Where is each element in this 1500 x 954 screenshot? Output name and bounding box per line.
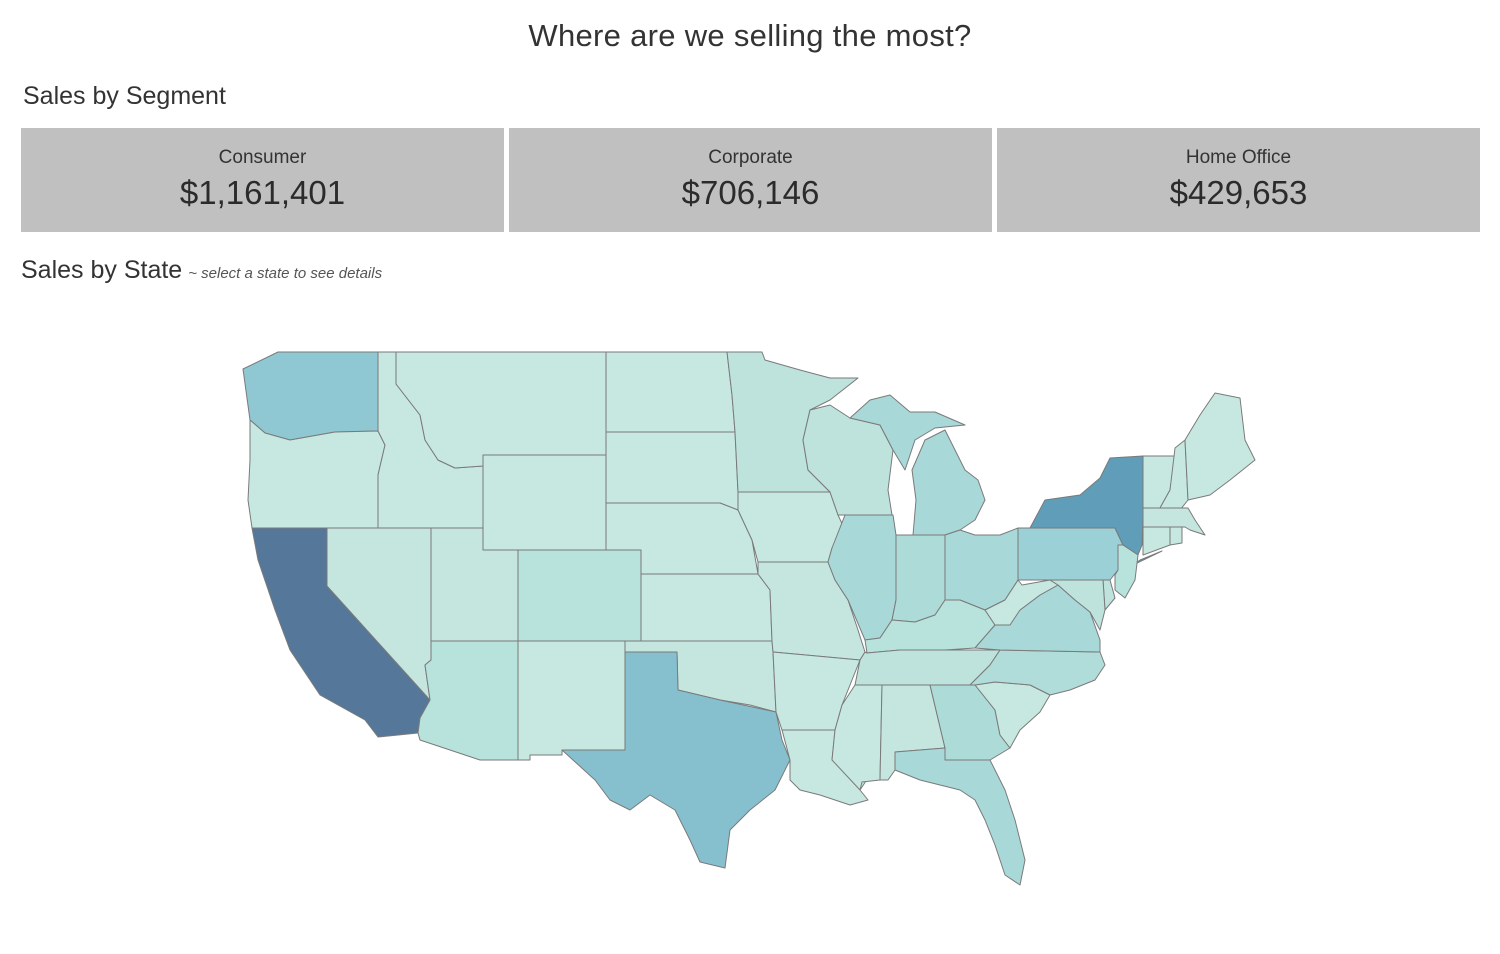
us-state-map[interactable]: WashingtonOregonCaliforniaIdahoNevadaMon… (0, 330, 1500, 930)
state-north-dakota[interactable]: North Dakota (605, 351, 736, 433)
state-colorado[interactable]: Colorado (517, 549, 642, 642)
sales-by-segment-title: Sales by Segment (23, 82, 226, 110)
choropleth-svg: WashingtonOregonCaliforniaIdahoNevadaMon… (242, 351, 1256, 886)
sales-by-state-header: Sales by State ~ select a state to see de… (21, 256, 382, 285)
state-arizona[interactable]: Arizona (417, 640, 519, 761)
state-north-carolina[interactable]: North Carolina (969, 649, 1106, 696)
kpi-value: $429,653 (1169, 174, 1308, 211)
state-pennsylvania[interactable]: Pennsylvania (1017, 527, 1124, 581)
kpi-tile-corporate[interactable]: Corporate $706,146 (509, 128, 992, 232)
state-new-jersey[interactable]: New Jersey (1114, 544, 1139, 599)
state-indiana[interactable]: Indiana (891, 534, 946, 623)
state-maine[interactable]: Maine (1184, 392, 1256, 501)
state-washington[interactable]: Washington (242, 351, 379, 441)
state-new-mexico[interactable]: New Mexico (517, 640, 626, 761)
sales-by-state-title: Sales by State (21, 256, 183, 284)
segment-kpi-row: Consumer $1,161,401 Corporate $706,146 H… (21, 128, 1480, 232)
map-hint-subtitle: ~ select a state to see details (188, 265, 383, 282)
kpi-label: Corporate (708, 147, 793, 168)
state-wisconsin[interactable]: Wisconsin (802, 404, 894, 516)
kpi-tile-consumer[interactable]: Consumer $1,161,401 (21, 128, 504, 232)
kpi-tile-home-office[interactable]: Home Office $429,653 (997, 128, 1480, 232)
state-connecticut[interactable]: Connecticut (1142, 526, 1171, 556)
state-kansas[interactable]: Kansas (640, 573, 773, 642)
state-texas[interactable]: Texas (561, 651, 791, 869)
state-south-dakota[interactable]: South Dakota (605, 431, 739, 511)
dashboard-title: Where are we selling the most? (528, 18, 972, 53)
state-wyoming[interactable]: Wyoming (482, 454, 607, 551)
kpi-label: Home Office (1185, 147, 1292, 168)
kpi-label: Consumer (218, 147, 307, 168)
state-oregon[interactable]: Oregon (247, 419, 386, 529)
kpi-value: $706,146 (681, 174, 820, 211)
state-rhode-island[interactable]: Rhode Island (1169, 526, 1183, 546)
state-maryland[interactable]: Maryland (1049, 579, 1106, 631)
state-florida[interactable]: Florida (894, 747, 1026, 886)
kpi-value: $1,161,401 (179, 174, 346, 211)
